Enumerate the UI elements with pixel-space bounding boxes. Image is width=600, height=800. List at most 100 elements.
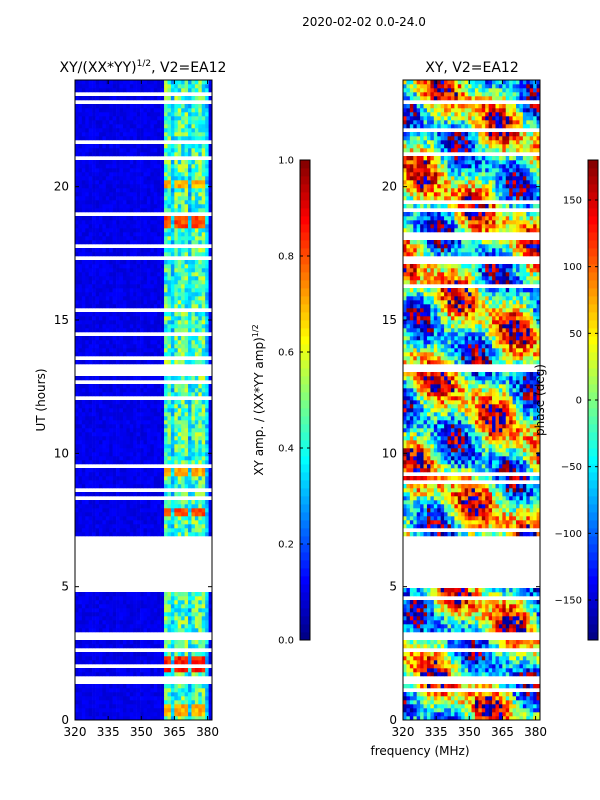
amp-heatmap-cell [105, 312, 110, 317]
amp-heatmap-cell [116, 264, 120, 269]
amp-heatmap-cell [112, 688, 117, 693]
amp-heatmap-cell [126, 316, 131, 321]
amp-heatmap-cell [184, 376, 189, 381]
amp-heatmap-cell [116, 644, 120, 649]
amp-heatmap-cell [129, 420, 134, 425]
amp-heatmap-cell [198, 228, 203, 233]
amp-heatmap-cell [181, 504, 185, 509]
amp-heatmap-cell [146, 180, 151, 185]
amp-heatmap-cell [146, 596, 151, 601]
amp-heatmap-cell [92, 628, 96, 633]
amp-heatmap-cell [201, 668, 206, 673]
amp-heatmap-cell [129, 500, 134, 505]
amp-heatmap-cell [109, 700, 113, 705]
amp-heatmap-cell [208, 524, 213, 529]
amp-heatmap-cell [102, 604, 107, 609]
amp-heatmap-cell [133, 696, 137, 701]
amp-heatmap-cell [140, 324, 144, 329]
amp-heatmap-cell [95, 612, 100, 617]
amp-heatmap-cell [157, 456, 161, 461]
amp-heatmap-cell [184, 304, 189, 309]
amp-heatmap-cell [126, 696, 131, 701]
amp-heatmap-cell [136, 352, 141, 357]
amp-heatmap-cell [164, 284, 168, 289]
amp-heatmap-cell [167, 260, 172, 265]
amp-heatmap-cell [98, 404, 103, 409]
amp-heatmap-cell [188, 620, 192, 625]
amp-heatmap-cell [122, 144, 127, 149]
amp-heatmap-cell [133, 172, 137, 177]
amp-heatmap-cell [109, 684, 113, 689]
amp-heatmap-cell [184, 624, 189, 629]
amp-heatmap-cell [140, 208, 144, 213]
amp-heatmap-cell [194, 712, 199, 717]
amp-heatmap-cell [122, 696, 127, 701]
amp-heatmap-cell [153, 412, 158, 417]
amp-heatmap-cell [122, 468, 127, 473]
amp-heatmap-cell [140, 408, 144, 413]
amp-heatmap-cell [167, 252, 172, 257]
amp-heatmap-cell [78, 388, 83, 393]
amp-heatmap-cell [167, 612, 172, 617]
amp-heatmap-cell [133, 148, 137, 153]
amp-heatmap-cell [92, 224, 96, 229]
amp-heatmap-cell [143, 484, 148, 489]
amp-heatmap-cell [102, 688, 107, 693]
amp-heatmap-cell [146, 340, 151, 345]
amp-heatmap-cell [109, 196, 113, 201]
amp-heatmap-cell [92, 264, 96, 269]
amp-heatmap-cell [177, 532, 182, 537]
amp-heatmap-cell [174, 236, 179, 241]
amp-heatmap-cell [95, 296, 100, 301]
amp-heatmap-cell [102, 376, 107, 381]
amp-heatmap-cell [164, 388, 168, 393]
amp-heatmap-cell [136, 448, 141, 453]
amp-heatmap-cell [157, 424, 161, 429]
amp-heatmap-cell [143, 196, 148, 201]
amp-heatmap-cell [150, 152, 155, 157]
amp-heatmap-cell [95, 716, 100, 721]
amp-heatmap-cell [164, 124, 168, 129]
amp-x-tick-label: 365 [163, 725, 186, 739]
amp-heatmap-cell [78, 204, 83, 209]
amp-heatmap-cell [126, 96, 131, 101]
amp-heatmap-cell [188, 172, 192, 177]
amp-heatmap-cell [198, 708, 203, 713]
amp-heatmap-cell [167, 228, 172, 233]
amp-heatmap-cell [133, 208, 137, 213]
amp-heatmap-cell [167, 628, 172, 633]
amp-heatmap-cell [122, 644, 127, 649]
amp-heatmap-cell [205, 716, 209, 721]
amp-heatmap-cell [160, 84, 165, 89]
amp-heatmap-cell [164, 516, 168, 521]
amp-heatmap-cell [122, 516, 127, 521]
amp-heatmap-cell [129, 204, 134, 209]
amp-heatmap-cell [88, 168, 93, 173]
amp-heatmap-cell [98, 376, 103, 381]
amp-heatmap-cell [140, 96, 144, 101]
amp-colorbar-step [300, 520, 310, 529]
amp-heatmap-cell [98, 340, 103, 345]
amp-heatmap-cell [177, 88, 182, 93]
amp-heatmap-cell [88, 304, 93, 309]
amp-heatmap-cell [129, 600, 134, 605]
amp-heatmap-cell [105, 224, 110, 229]
amp-heatmap-cell [95, 316, 100, 321]
amp-heatmap-cell [109, 392, 113, 397]
amp-heatmap-cell [143, 708, 148, 713]
amp-heatmap-cell [136, 472, 141, 477]
amp-heatmap-cell [85, 712, 89, 717]
amp-heatmap-cell [205, 168, 209, 173]
amp-heatmap-cell [160, 88, 165, 93]
amp-heatmap-cell [98, 304, 103, 309]
amp-heatmap-cell [150, 344, 155, 349]
amp-heatmap-cell [174, 116, 179, 121]
amp-heatmap-cell [194, 432, 199, 437]
amp-heatmap-cell [184, 468, 189, 473]
amp-heatmap-cell [116, 132, 120, 137]
amp-heatmap-cell [188, 352, 192, 357]
amp-heatmap-cell [102, 320, 107, 325]
amp-heatmap-cell [122, 652, 127, 657]
amp-heatmap-cell [205, 316, 209, 321]
amp-heatmap-cell [201, 620, 206, 625]
